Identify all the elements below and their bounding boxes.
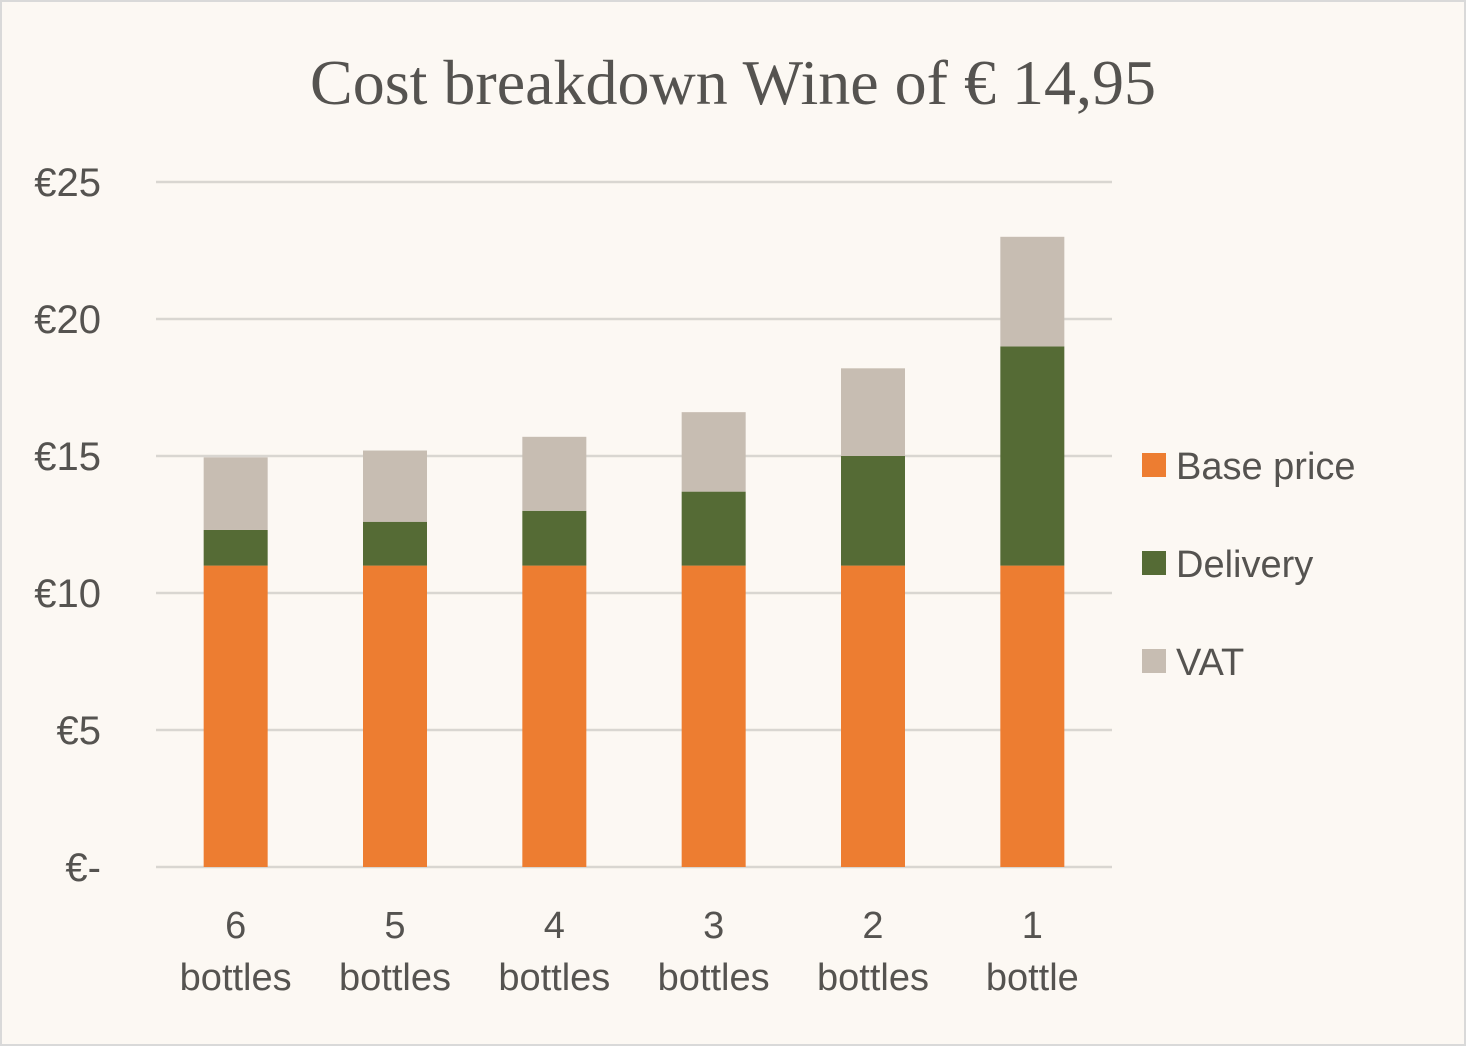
bar-segment-delivery <box>1000 346 1065 566</box>
legend-swatch <box>1142 649 1166 673</box>
legend-label: Delivery <box>1176 544 1313 586</box>
legend: Base price Delivery VAT <box>1142 446 1356 684</box>
grid-lines <box>156 180 1112 869</box>
bar-segment-base-price <box>1000 565 1065 867</box>
legend-swatch <box>1142 551 1166 575</box>
y-tick-label: €10 <box>34 572 101 616</box>
x-tick-label: 6 bottles <box>180 905 292 999</box>
bar-segment-delivery <box>841 456 905 566</box>
y-tick-label: €- <box>65 846 101 890</box>
x-tick-label: 5 bottles <box>339 905 451 999</box>
y-tick-label: €15 <box>34 435 101 479</box>
y-tick-label: €25 <box>34 161 101 205</box>
bar-segment-vat <box>363 450 427 522</box>
legend-label: VAT <box>1176 642 1244 684</box>
bars <box>203 236 1065 867</box>
bar-segment-base-price <box>681 565 746 867</box>
bar-segment-vat <box>522 436 587 511</box>
x-tick-label: 1 bottle <box>986 905 1079 999</box>
y-axis: €- €5 €10 €15 €20 €25 <box>34 161 101 890</box>
bar-segment-delivery <box>363 521 427 566</box>
bar-segment-base-price <box>841 565 905 867</box>
bar-segment-delivery <box>522 510 587 566</box>
bar-segment-vat <box>681 412 746 492</box>
bar-segment-base-price <box>522 565 587 867</box>
x-tick-label: 3 bottles <box>658 905 770 999</box>
bar-segment-vat <box>841 368 905 456</box>
legend-swatch <box>1142 453 1166 477</box>
chart-title: Cost breakdown Wine of € 14,95 <box>310 47 1156 118</box>
bar-segment-delivery <box>681 491 746 566</box>
y-tick-label: €20 <box>34 298 101 342</box>
bar-segment-vat <box>1000 236 1065 347</box>
bar-segment-delivery <box>203 529 268 566</box>
x-tick-label: 4 bottles <box>498 905 610 999</box>
legend-label: Base price <box>1176 446 1356 488</box>
bar-segment-base-price <box>203 565 268 867</box>
bar-segment-base-price <box>363 565 427 867</box>
bar-segment-vat <box>203 457 268 530</box>
x-axis: 6 bottles 5 bottles 4 bottles 3 bottles 2 bottles… <box>180 905 1079 999</box>
y-tick-label: €5 <box>57 709 102 753</box>
x-tick-label: 2 bottles <box>817 905 929 999</box>
